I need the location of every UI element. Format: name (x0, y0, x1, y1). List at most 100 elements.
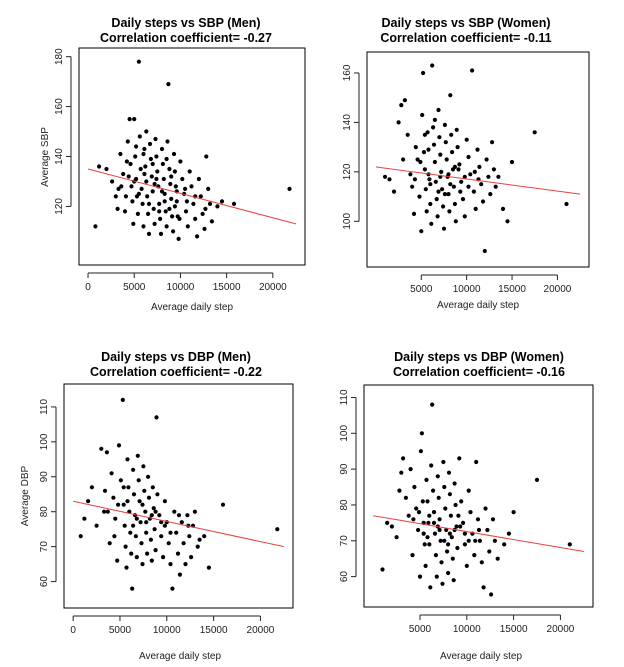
data-point (439, 560, 444, 565)
data-point (169, 196, 174, 201)
data-point (534, 477, 540, 482)
data-point (403, 495, 408, 500)
data-point (433, 179, 438, 184)
data-point (434, 197, 439, 202)
data-point (135, 453, 140, 458)
data-point (447, 531, 452, 536)
data-point (428, 201, 433, 207)
data-point (567, 542, 572, 547)
data-point (152, 181, 157, 187)
data-point (468, 172, 473, 177)
data-point (488, 192, 493, 197)
data-point (462, 174, 467, 179)
data-point (450, 556, 455, 561)
data-point (473, 206, 478, 211)
data-point (450, 150, 455, 155)
data-point (179, 520, 184, 525)
data-point (424, 209, 429, 214)
data-point (418, 159, 423, 165)
data-point (99, 446, 104, 451)
data-point (442, 122, 447, 127)
data-point (125, 499, 130, 504)
data-point (138, 520, 143, 525)
x-axis-label: Average daily step (139, 651, 222, 662)
data-point (176, 236, 181, 241)
data-point (431, 488, 436, 493)
data-point (123, 544, 128, 549)
data-point (402, 98, 407, 103)
data-point (453, 502, 458, 508)
data-point (109, 471, 114, 476)
data-point (442, 192, 447, 197)
data-point (435, 214, 440, 219)
data-point (180, 176, 185, 182)
data-point (442, 484, 447, 490)
data-point (401, 456, 406, 461)
data-point (442, 538, 447, 543)
data-point (422, 167, 427, 172)
data-point (152, 221, 157, 226)
chart-subtitle: Correlation coefficient= -0.27 (100, 31, 272, 45)
data-point (144, 520, 149, 525)
data-point (174, 199, 179, 204)
y-tick-label: 90 (39, 471, 50, 483)
data-point (408, 467, 413, 472)
chart-title: Daily steps vs DBP (Men) (101, 350, 251, 364)
data-point (429, 463, 434, 468)
data-point (449, 535, 454, 540)
data-point (452, 201, 457, 207)
data-point (195, 234, 200, 239)
data-point (405, 132, 410, 137)
data-point (133, 154, 138, 159)
data-point (454, 524, 459, 529)
data-point (220, 502, 226, 507)
data-point (128, 161, 133, 167)
x-tick-label: 0 (70, 625, 76, 636)
data-point (436, 189, 441, 194)
data-point (410, 184, 415, 189)
data-point (131, 523, 136, 528)
data-point (124, 159, 129, 164)
data-point (134, 144, 139, 149)
regression-line (375, 166, 581, 195)
data-point (141, 151, 146, 157)
data-point (437, 527, 442, 533)
data-point (166, 82, 171, 87)
data-point (129, 551, 134, 556)
data-point (122, 523, 127, 528)
data-point (428, 182, 433, 187)
data-point (455, 145, 460, 150)
data-point (128, 530, 133, 535)
data-point (145, 551, 150, 556)
data-point (436, 107, 441, 113)
data-point (451, 578, 456, 583)
y-tick-label: 70 (339, 535, 350, 547)
y-tick-label: 120 (342, 163, 353, 180)
data-point (422, 542, 427, 547)
data-point (172, 509, 177, 514)
y-axis-label: Average SBP (40, 127, 51, 187)
data-point (177, 572, 182, 577)
data-point (93, 224, 98, 229)
data-point (451, 184, 456, 189)
x-tick-label: 10000 (167, 282, 195, 293)
data-point (500, 206, 506, 211)
data-point (410, 553, 415, 558)
data-point (151, 206, 156, 211)
data-point (143, 164, 148, 169)
data-point (116, 443, 122, 448)
data-point (102, 509, 107, 514)
data-point (206, 565, 211, 570)
y-tick-label: 160 (54, 98, 65, 115)
y-tick-label: 100 (39, 433, 50, 450)
data-point (89, 485, 94, 490)
data-point (413, 145, 418, 150)
data-point (421, 150, 427, 155)
data-point (185, 224, 190, 229)
x-tick-label: 5000 (123, 282, 146, 293)
data-point (141, 464, 146, 469)
data-point (131, 492, 137, 497)
data-point (460, 197, 466, 202)
data-point (165, 139, 170, 144)
data-point (120, 397, 125, 402)
